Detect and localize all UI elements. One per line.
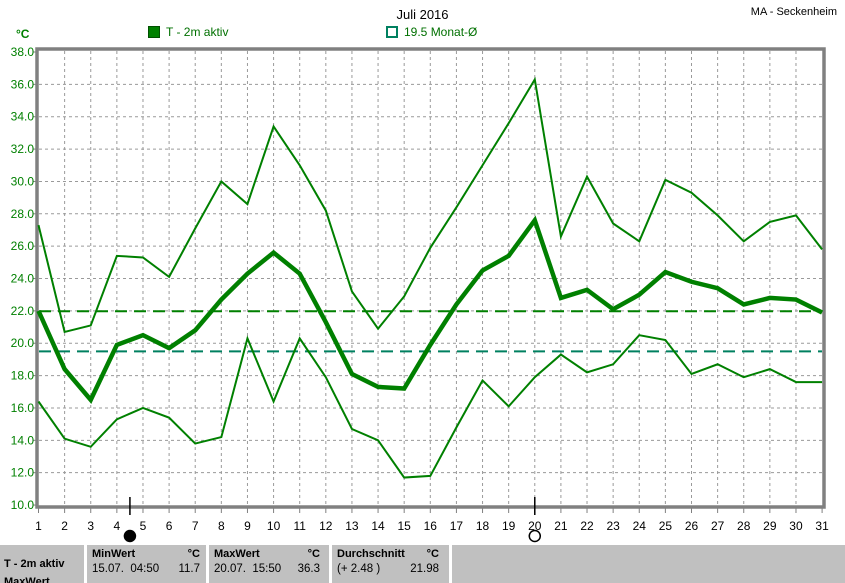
y-axis-unit-label: °C	[16, 27, 30, 41]
svg-text:26: 26	[685, 519, 699, 533]
max-value-cell: MaxWert °C 20.07. 15:50 36.3	[214, 545, 320, 583]
panel-separator	[206, 545, 209, 583]
svg-text:32.0: 32.0	[11, 142, 35, 156]
min-value-cell: MinWert °C 15.07. 04:50 11.7	[92, 545, 200, 583]
plot-frame	[35, 47, 826, 509]
min-header: MinWert	[92, 548, 136, 560]
open-square-icon	[386, 26, 398, 38]
svg-text:28.0: 28.0	[11, 207, 35, 221]
max-header: MaxWert	[214, 548, 260, 560]
y-axis-labels: 10.0 12.0 14.0 16.0 18.0 20.0 22.0 24.0 26.0 28.0…	[11, 45, 35, 512]
svg-text:5: 5	[140, 519, 147, 533]
svg-text:28: 28	[737, 519, 751, 533]
svg-text:30.0: 30.0	[11, 174, 35, 188]
full-moon-marker	[528, 497, 542, 543]
legend-label: 19.5 Monat-Ø	[404, 25, 478, 39]
panel-separator	[449, 545, 452, 583]
svg-text:18: 18	[476, 519, 490, 533]
panel-separator	[84, 545, 87, 583]
svg-text:8: 8	[218, 519, 225, 533]
svg-text:2: 2	[61, 519, 68, 533]
svg-text:9: 9	[244, 519, 251, 533]
sensor-name-label-clipped: MaxWert	[4, 576, 50, 583]
svg-text:22: 22	[580, 519, 594, 533]
station-name: MA - Seckenheim	[750, 6, 837, 18]
svg-text:10.0: 10.0	[11, 498, 35, 512]
statistics-panel: T - 2m aktiv MaxWert MinWert °C 15.07. 0…	[0, 545, 845, 583]
svg-text:16.0: 16.0	[11, 401, 35, 415]
filled-square-icon	[148, 26, 160, 38]
svg-text:13: 13	[345, 519, 359, 533]
svg-text:38.0: 38.0	[11, 45, 35, 59]
svg-text:21: 21	[554, 519, 568, 533]
gridlines	[39, 51, 822, 506]
series-max-line	[37, 76, 823, 334]
svg-text:27: 27	[711, 519, 725, 533]
svg-text:26.0: 26.0	[11, 239, 35, 253]
series-mean-line	[36, 215, 824, 404]
svg-text:14: 14	[371, 519, 385, 533]
svg-text:15: 15	[398, 519, 412, 533]
svg-text:12.0: 12.0	[11, 466, 35, 480]
svg-text:19: 19	[502, 519, 516, 533]
svg-text:1: 1	[35, 519, 42, 533]
svg-text:23: 23	[606, 519, 620, 533]
svg-text:4: 4	[114, 519, 121, 533]
temperature-chart: 10.0 12.0 14.0 16.0 18.0 20.0 22.0 24.0 26.0 28.0…	[11, 45, 829, 543]
legend-label: T - 2m aktiv	[166, 25, 229, 39]
x-axis-labels: 1 2 3 4 5 6 7 8 9 10 11 12 13 14 15 16 17 18 19 20 21 22 23 24 2…	[35, 519, 829, 533]
svg-text:10: 10	[267, 519, 281, 533]
svg-text:25: 25	[659, 519, 673, 533]
max-unit: °C	[307, 548, 320, 560]
min-datetime: 15.07. 04:50	[92, 563, 160, 575]
max-datetime: 20.07. 15:50	[214, 563, 282, 575]
svg-text:29: 29	[763, 519, 777, 533]
svg-text:7: 7	[192, 519, 199, 533]
panel-separator	[329, 545, 332, 583]
avg-header: Durchschnitt	[337, 548, 405, 560]
max-value: 36.3	[297, 563, 320, 575]
svg-text:16: 16	[424, 519, 438, 533]
average-value-cell: Durchschnitt °C (+ 2.48 ) 21.98	[337, 545, 439, 583]
svg-text:22.0: 22.0	[11, 304, 35, 318]
svg-text:14.0: 14.0	[11, 433, 35, 447]
svg-text:20.0: 20.0	[11, 336, 35, 350]
svg-text:31: 31	[815, 519, 829, 533]
avg-unit: °C	[426, 548, 439, 560]
sensor-name-label: T - 2m aktiv	[4, 558, 65, 570]
svg-text:3: 3	[87, 519, 94, 533]
axis-ticks	[33, 51, 823, 513]
legend-item-month-average: 19.5 Monat-Ø	[386, 25, 477, 39]
series-min-line	[37, 334, 823, 479]
sensor-name-cell: T - 2m aktiv MaxWert	[4, 545, 83, 583]
svg-text:17: 17	[450, 519, 464, 533]
page-title: Juli 2016	[396, 7, 449, 22]
min-unit: °C	[187, 548, 200, 560]
svg-text:34.0: 34.0	[11, 110, 35, 124]
avg-value: 21.98	[410, 563, 439, 575]
svg-text:18.0: 18.0	[11, 369, 35, 383]
svg-text:12: 12	[319, 519, 333, 533]
svg-text:36.0: 36.0	[11, 77, 35, 91]
svg-text:6: 6	[166, 519, 173, 533]
legend-item-active-temp: T - 2m aktiv	[148, 25, 228, 39]
svg-text:20: 20	[528, 519, 542, 533]
min-value: 11.7	[178, 563, 200, 575]
avg-delta: (+ 2.48 )	[337, 563, 381, 575]
svg-text:24: 24	[633, 519, 647, 533]
svg-text:30: 30	[789, 519, 803, 533]
svg-text:24.0: 24.0	[11, 272, 35, 286]
svg-text:11: 11	[293, 519, 306, 533]
new-moon-marker	[123, 497, 137, 543]
